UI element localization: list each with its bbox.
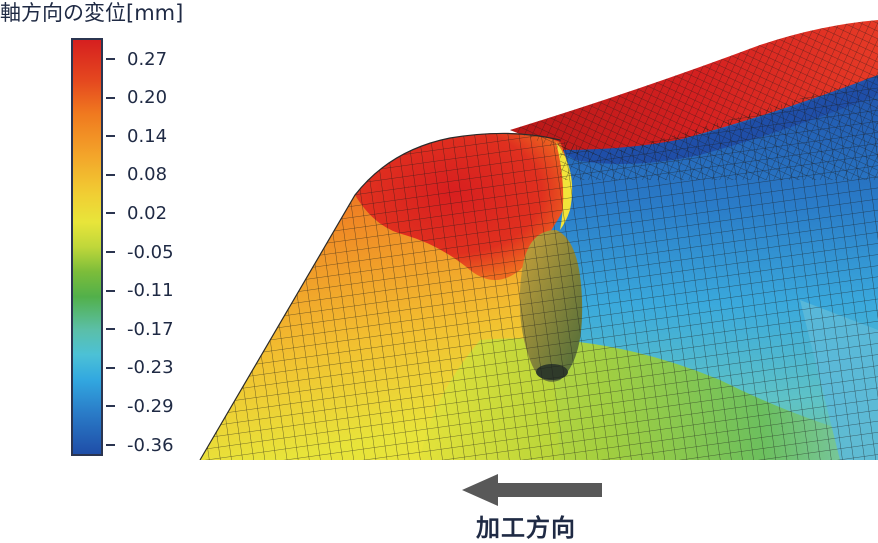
tick-label: 0.02 bbox=[127, 202, 168, 224]
color-scale-tick: 0.02 bbox=[106, 202, 168, 224]
color-scale-tick: -0.36 bbox=[106, 434, 174, 456]
tick-mark bbox=[106, 328, 115, 331]
color-scale-tick: 0.27 bbox=[106, 48, 168, 70]
color-scale-tick: 0.20 bbox=[106, 87, 168, 109]
tick-label: -0.36 bbox=[127, 434, 174, 456]
tick-mark bbox=[106, 444, 115, 446]
tick-mark bbox=[106, 366, 115, 369]
tick-label: 0.20 bbox=[127, 87, 168, 109]
tick-label: -0.23 bbox=[127, 357, 174, 379]
tick-label: 0.08 bbox=[127, 164, 168, 186]
color-scale-tick: 0.14 bbox=[106, 125, 168, 147]
tick-label: 0.27 bbox=[127, 48, 168, 70]
tick-mark bbox=[106, 173, 115, 176]
tick-label: -0.11 bbox=[127, 280, 174, 302]
color-scale-tick: -0.29 bbox=[106, 395, 174, 417]
color-scale-tick: 0.08 bbox=[106, 164, 168, 186]
color-scale-tick: -0.17 bbox=[106, 318, 174, 340]
machining-direction-label: 加工方向 bbox=[476, 514, 576, 542]
tick-label: -0.05 bbox=[127, 241, 174, 263]
legend-title: 軸方向の変位[mm] bbox=[0, 1, 184, 25]
color-scale-bar bbox=[71, 38, 103, 456]
tick-label: -0.17 bbox=[127, 318, 174, 340]
tick-mark bbox=[106, 289, 115, 292]
tick-mark bbox=[106, 405, 115, 408]
tick-label: -0.29 bbox=[127, 395, 174, 417]
tick-mark bbox=[106, 251, 115, 253]
tick-mark bbox=[106, 58, 115, 60]
tick-mark bbox=[106, 135, 115, 138]
left-arrow-icon bbox=[462, 474, 602, 506]
tick-label: 0.14 bbox=[127, 125, 168, 147]
tick-mark bbox=[106, 96, 115, 99]
color-scale-ticks: 0.27 0.20 0.14 0.08 0.02 -0.05 -0.11 -0.17 -0.23… bbox=[0, 0, 200, 470]
color-scale-tick: -0.23 bbox=[106, 357, 174, 379]
color-scale-tick: -0.05 bbox=[106, 241, 174, 263]
tick-mark bbox=[106, 212, 115, 215]
color-scale-tick: -0.11 bbox=[106, 280, 174, 302]
